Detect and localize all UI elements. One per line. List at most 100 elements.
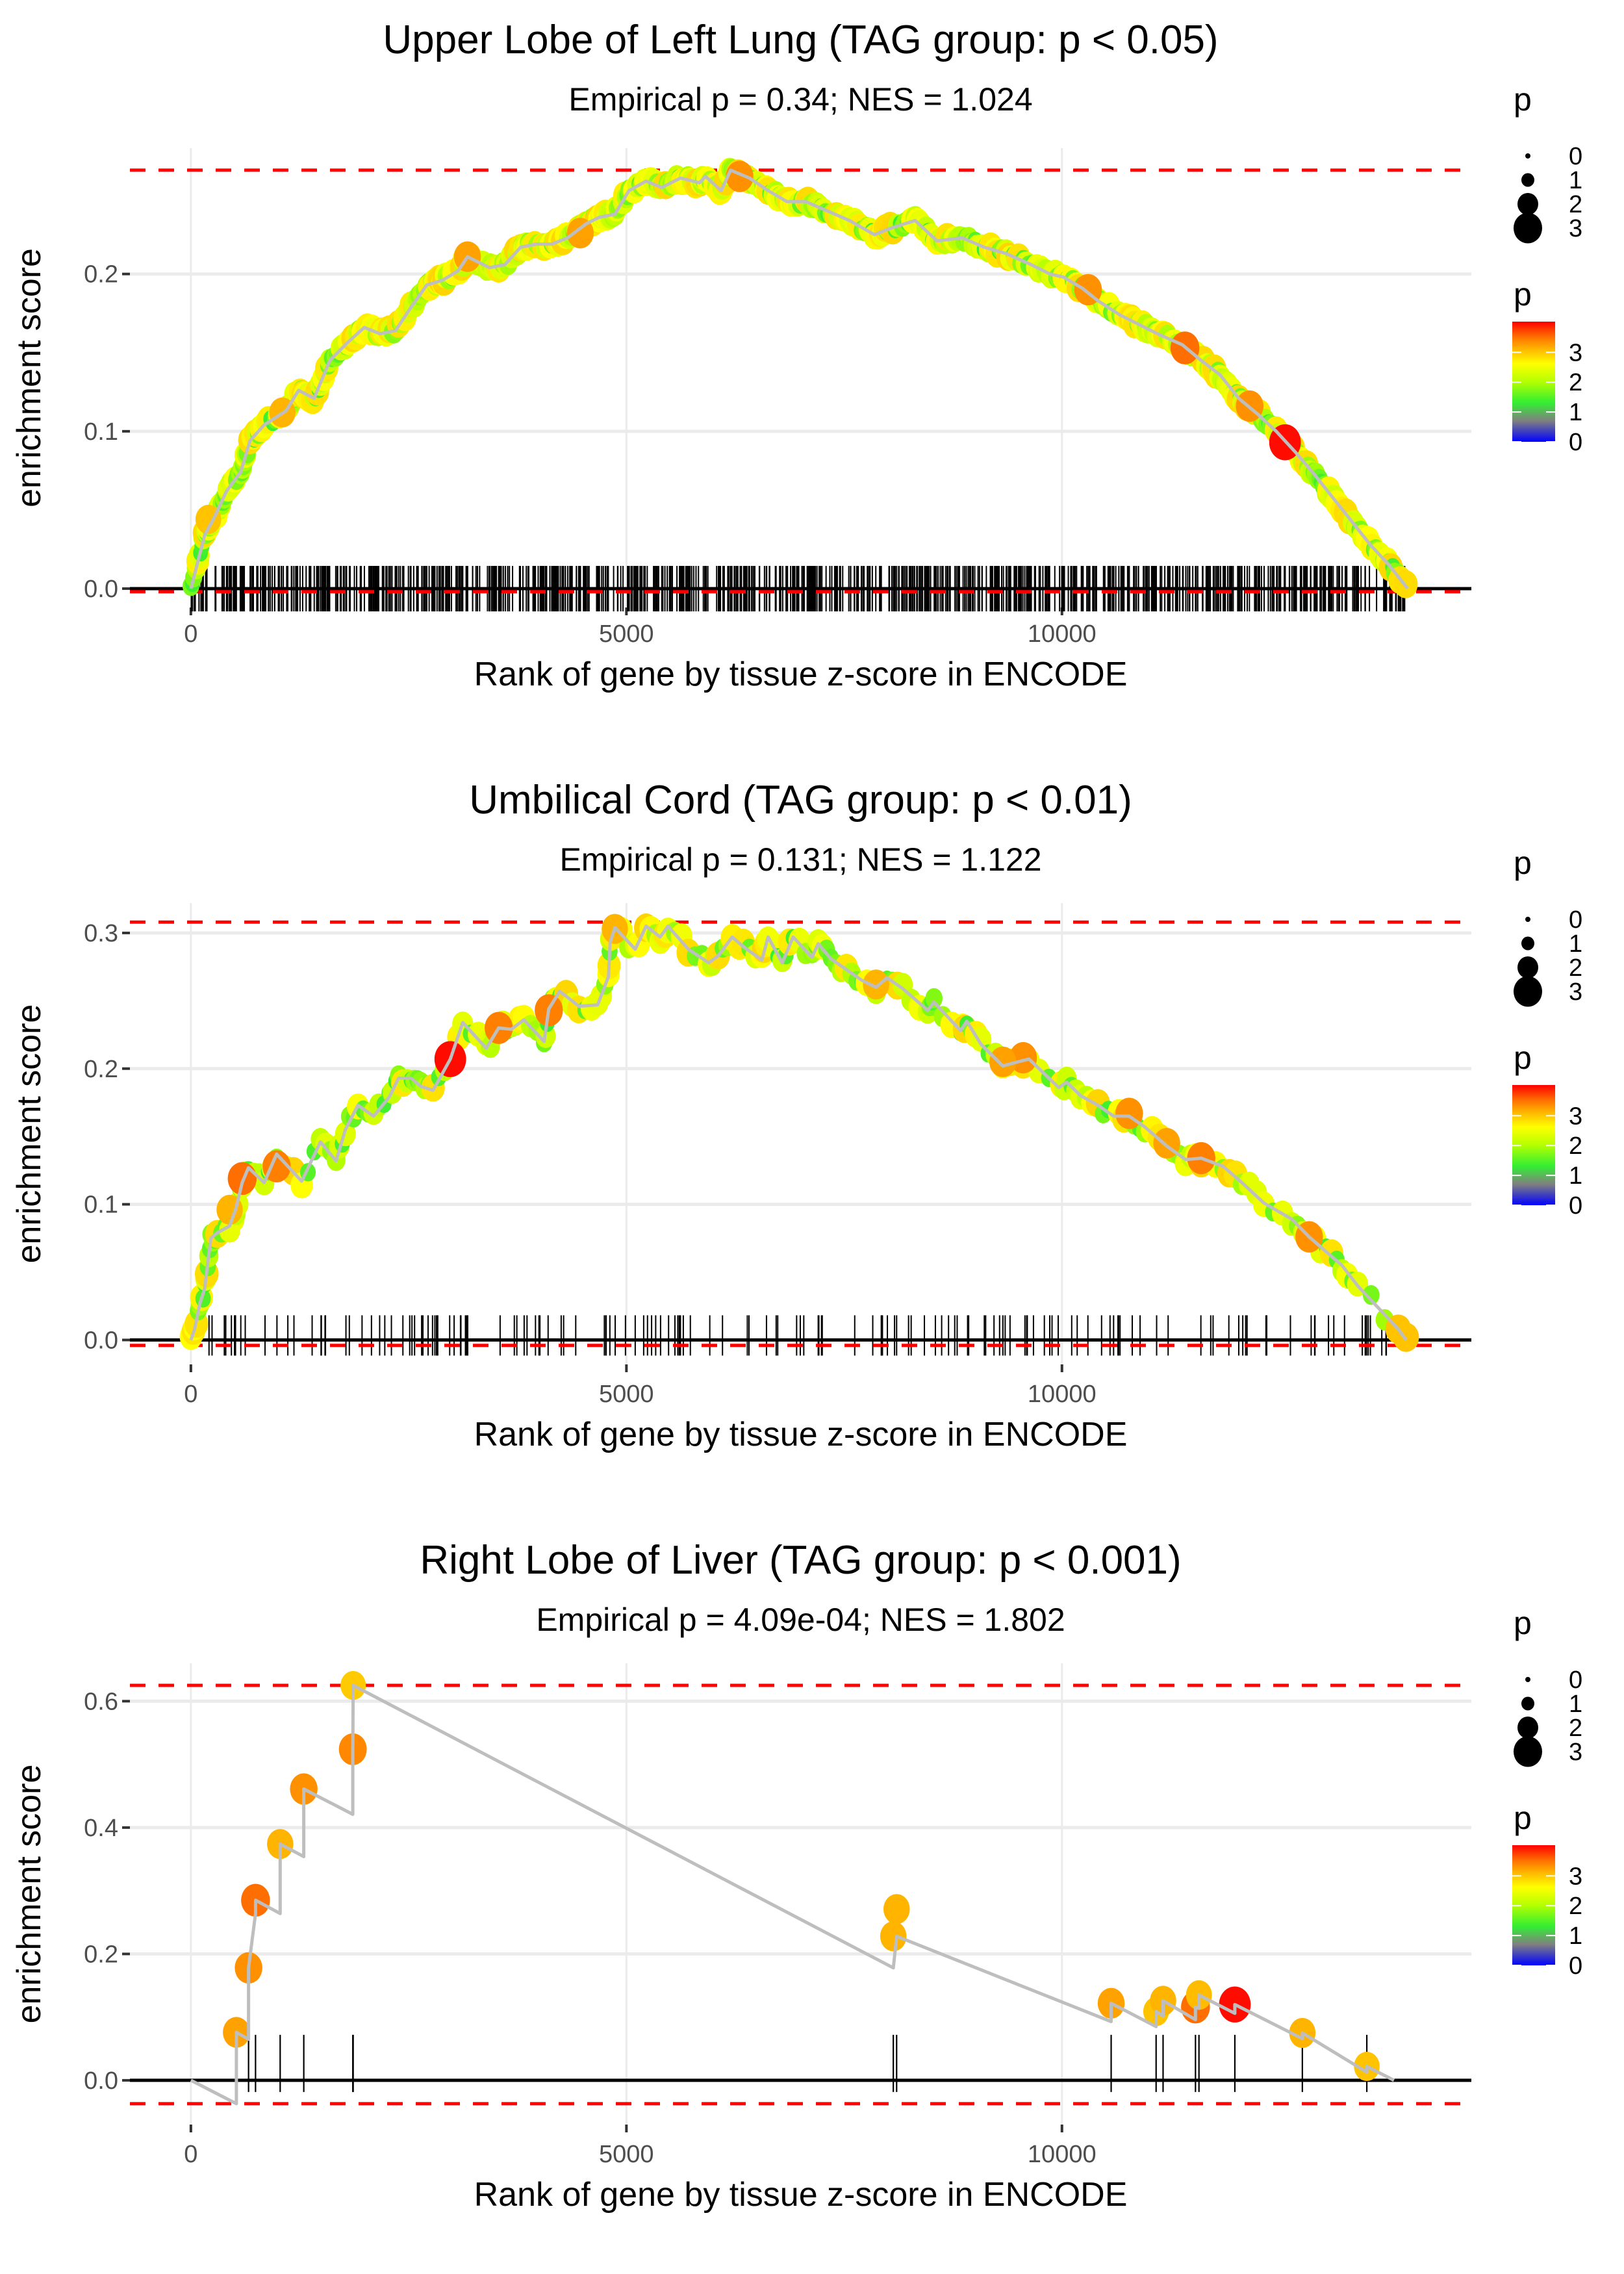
es-point-highlight (1009, 1041, 1037, 1074)
size-legend-dot (1525, 917, 1530, 922)
chart-title: Right Lobe of Liver (TAG group: p < 0.00… (420, 1538, 1181, 1583)
y-tick-label: 0.1 (84, 418, 118, 446)
panel-1: Upper Lobe of Left Lung (TAG group: p < … (10, 18, 1582, 693)
y-axis-label: enrichment score (10, 1765, 48, 2024)
size-legend-label: 3 (1569, 215, 1582, 242)
colorbar-label: 2 (1569, 369, 1582, 396)
colorbar-label: 0 (1569, 1952, 1582, 1980)
size-legend-title: p (1514, 1605, 1532, 1641)
size-legend-label: 0 (1569, 906, 1582, 934)
es-point (1362, 1284, 1380, 1305)
es-points (179, 913, 1419, 1352)
hit-ticks (208, 1315, 1388, 1356)
x-tick-label: 0 (184, 1381, 197, 1408)
chart-subtitle: Empirical p = 0.131; NES = 1.122 (559, 841, 1041, 878)
size-legend-label: 3 (1569, 978, 1582, 1006)
colorbar-label: 1 (1569, 1162, 1582, 1190)
size-legend-dot (1514, 212, 1542, 244)
colorbar-label: 0 (1569, 1192, 1582, 1220)
colorbar-label: 1 (1569, 399, 1582, 426)
y-axis: 0.0 0.1 0.2 (84, 261, 130, 603)
x-tick-label: 0 (184, 2141, 197, 2168)
y-tick-label: 0.1 (84, 1192, 118, 1219)
x-axis: 0 5000 10000 (184, 1364, 1097, 1408)
x-axis-label: Rank of gene by tissue z-score in ENCODE (474, 656, 1128, 693)
size-legend-dot (1525, 1677, 1530, 1682)
color-legend-title: p (1514, 1800, 1532, 1836)
chart-subtitle: Empirical p = 0.34; NES = 1.024 (568, 81, 1032, 118)
size-legend-dot (1521, 936, 1534, 951)
y-tick-label: 0.3 (84, 920, 118, 947)
es-points (182, 157, 1418, 598)
panel-2: Umbilical Cord (TAG group: p < 0.01) Empi… (10, 778, 1582, 1453)
size-legend-dot (1517, 956, 1538, 978)
y-tick-label: 0.2 (84, 1941, 118, 1968)
x-tick-label: 10000 (1028, 2141, 1097, 2168)
size-legend-label: 0 (1569, 143, 1582, 170)
x-tick-label: 10000 (1028, 1381, 1097, 1408)
size-legend-dot (1514, 1736, 1542, 1767)
es-curve (189, 925, 1408, 1341)
size-legend-dot (1514, 976, 1542, 1007)
colorbar-label: 1 (1569, 1923, 1582, 1950)
colorbar-label: 3 (1569, 1863, 1582, 1890)
size-legend-dot (1517, 1717, 1538, 1739)
chart-title: Upper Lobe of Left Lung (TAG group: p < … (383, 18, 1218, 62)
es-curve (189, 168, 1409, 590)
y-axis-label: enrichment score (10, 248, 48, 507)
x-tick-label: 5000 (599, 2141, 654, 2168)
y-tick-label: 0.0 (84, 576, 118, 603)
panel-3: Right Lobe of Liver (TAG group: p < 0.00… (10, 1538, 1582, 2214)
x-axis-label: Rank of gene by tissue z-score in ENCODE (474, 2176, 1128, 2214)
es-points (223, 1670, 1380, 2082)
x-tick-label: 0 (184, 620, 197, 648)
x-tick-label: 10000 (1028, 620, 1097, 648)
x-axis: 0 5000 10000 (184, 2125, 1097, 2168)
x-tick-label: 5000 (599, 620, 654, 648)
y-tick-label: 0.4 (84, 1815, 118, 1842)
color-legend-title: p (1514, 1040, 1532, 1076)
y-tick-label: 0.2 (84, 261, 118, 288)
x-axis: 0 5000 10000 (184, 607, 1097, 648)
size-legend-label: 2 (1569, 191, 1582, 218)
gridlines (130, 1663, 1471, 2125)
size-legend-dot (1517, 193, 1538, 215)
size-legend-dot (1521, 1696, 1534, 1711)
es-point-highlight (726, 160, 754, 192)
size-legend-title: p (1514, 845, 1532, 881)
chart-title: Umbilical Cord (TAG group: p < 0.01) (469, 778, 1132, 823)
y-tick-label: 0.0 (84, 1327, 118, 1354)
size-legend-label: 0 (1569, 1667, 1582, 1694)
size-legend-label: 3 (1569, 1739, 1582, 1766)
es-point-highlight (195, 504, 222, 534)
colorbar-label: 0 (1569, 429, 1582, 456)
size-legend-label: 1 (1569, 1691, 1582, 1718)
size-legend-label: 2 (1569, 954, 1582, 982)
colorbar-label: 2 (1569, 1132, 1582, 1160)
size-legend-label: 1 (1569, 930, 1582, 958)
y-axis-label: enrichment score (10, 1004, 48, 1264)
size-legend-dot (1525, 153, 1530, 159)
colorbar-label: 3 (1569, 1103, 1582, 1130)
colorbar-label: 2 (1569, 1893, 1582, 1920)
gridlines (130, 903, 1471, 1364)
es-point-highlight (883, 1894, 910, 1924)
size-legend-label: 1 (1569, 167, 1582, 194)
size-legend-label: 2 (1569, 1715, 1582, 1742)
y-tick-label: 0.6 (84, 1688, 118, 1715)
y-axis: 0.0 0.1 0.2 0.3 (84, 920, 130, 1354)
es-point (925, 988, 943, 1008)
es-point-highlight (989, 1046, 1017, 1077)
size-legend-title: p (1514, 81, 1532, 118)
colorbar-label: 3 (1569, 339, 1582, 366)
y-tick-label: 0.0 (84, 2067, 118, 2095)
es-point-highlight (863, 969, 889, 1000)
es-point-highlight (566, 218, 594, 249)
es-point-highlight (880, 1921, 907, 1952)
es-point-highlight (262, 1150, 291, 1182)
chart-subtitle: Empirical p = 4.09e-04; NES = 1.802 (536, 1602, 1065, 1638)
